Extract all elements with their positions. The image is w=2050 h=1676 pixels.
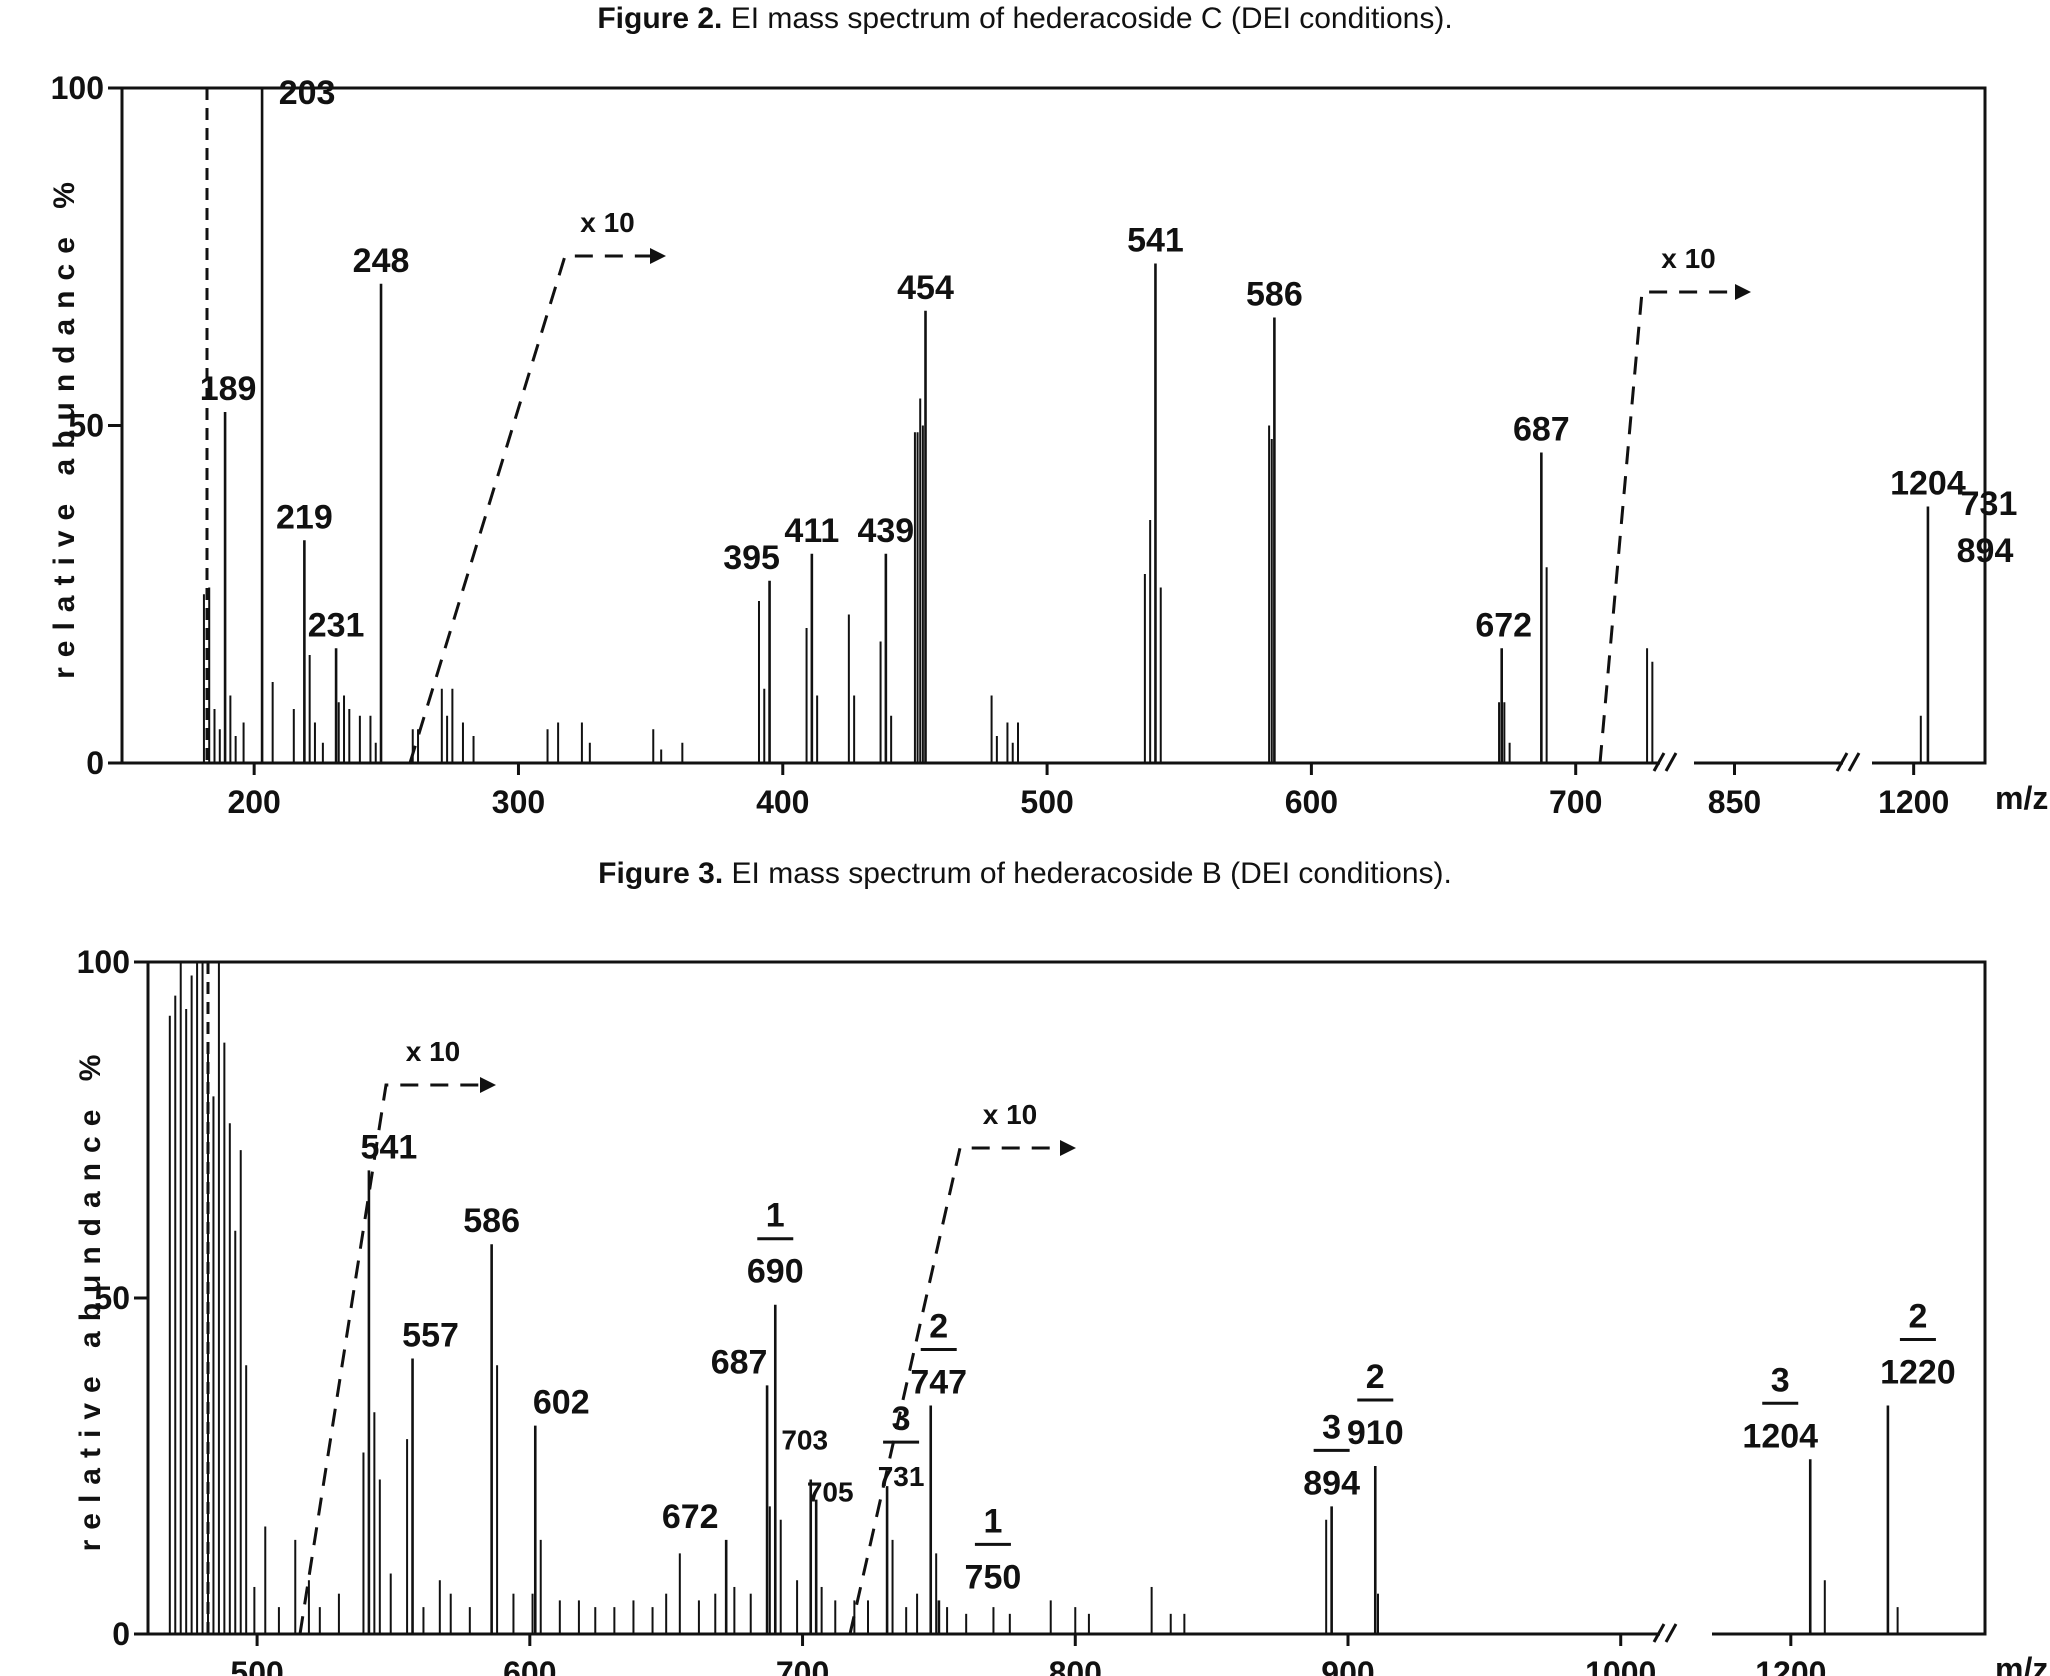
x-axis-tick-label: 500: [1020, 784, 1073, 820]
y-axis-tick-label: 50: [68, 408, 104, 444]
axis-break-mark: [1664, 752, 1678, 772]
axis-break-mark: [1835, 752, 1849, 772]
peak-group-number: 3: [892, 1400, 911, 1438]
arrow-head-icon: [650, 248, 666, 264]
peak-label: 586: [1246, 276, 1303, 314]
peak-label: 687: [711, 1343, 768, 1381]
x-axis-tick-label: 600: [1285, 784, 1338, 820]
peak-group-number: 2: [929, 1308, 948, 1346]
figure-3-title: Figure 3. EI mass spectrum of hederacosi…: [0, 857, 2050, 891]
y-axis-tick-label: 0: [112, 1616, 130, 1652]
x-axis-tick-label: 900: [1321, 1655, 1374, 1676]
peak-label: 231: [308, 606, 365, 644]
magnification-line: [298, 1083, 480, 1635]
y-axis-label: relative abundance %: [74, 1045, 107, 1552]
figure-2-caption: EI mass spectrum of hederacoside C (DEI …: [722, 2, 1453, 35]
figure-3-label: Figure 3.: [598, 857, 724, 890]
peak-label: 602: [533, 1384, 590, 1422]
peak-group-number: 2: [1366, 1358, 1385, 1396]
x-axis-label: m/z: [1995, 780, 2048, 816]
magnification-line: [1598, 290, 1735, 764]
x-axis-tick-label: 1200: [1755, 1655, 1826, 1676]
peak-label: 747: [910, 1364, 967, 1402]
peak-label: 248: [353, 242, 410, 280]
axis-break-mark: [1652, 752, 1666, 772]
x-axis-tick-label: 1000: [1585, 1655, 1656, 1676]
axis-break-mark: [1652, 1623, 1666, 1643]
peak-label: 439: [857, 512, 914, 550]
peak-label: 731: [1961, 485, 2018, 523]
peak-label: 557: [402, 1316, 459, 1354]
peak-label: 894: [1957, 532, 2014, 570]
y-axis-label: relative abundance %: [48, 172, 81, 679]
peak-label: 411: [784, 512, 839, 550]
y-axis-tick-label: 100: [51, 70, 104, 106]
x-axis-tick-label: 300: [492, 784, 545, 820]
arrow-head-icon: [1735, 284, 1751, 300]
peak-group-number: 2: [1908, 1298, 1927, 1336]
peak-label: 703: [781, 1424, 828, 1455]
peak-label: 1204: [1742, 1417, 1818, 1455]
peak-label: 1220: [1880, 1354, 1956, 1392]
peak-label: 203: [279, 74, 336, 112]
y-axis-tick-label: 0: [86, 745, 104, 781]
x-axis-tick-label: 850: [1708, 784, 1761, 820]
magnification-label: x 10: [406, 1036, 461, 1067]
peak-group-number: 1: [983, 1502, 1002, 1540]
x-axis-tick-label: 700: [1549, 784, 1602, 820]
peak-group-number: 3: [1322, 1408, 1341, 1446]
figure-2-label: Figure 2.: [597, 2, 723, 35]
peak-label: 189: [200, 370, 257, 408]
x-axis-tick-label: 800: [1049, 1655, 1102, 1676]
x-axis-tick-label: 700: [776, 1655, 829, 1676]
figure-2-spectrum-chart: 0 50 100 relative abundance % 200 300 400 500 60…: [48, 70, 2048, 820]
x-axis-label: m/z: [1995, 1651, 2048, 1676]
peak-label: 586: [463, 1202, 520, 1240]
magnification-label: x 10: [1661, 243, 1716, 274]
x-axis-tick-label: 600: [503, 1655, 556, 1676]
magnification-line: [408, 254, 650, 764]
figure-2-title: Figure 2. EI mass spectrum of hederacosi…: [0, 2, 2050, 36]
magnification-line: [848, 1146, 1060, 1635]
peak-label: 1204: [1890, 465, 1966, 503]
x-axis-tick-label: 200: [227, 784, 280, 820]
peak-label: 690: [747, 1253, 804, 1291]
peak-label: 672: [662, 1498, 719, 1536]
magnification-label: x 10: [580, 207, 635, 238]
y-axis-tick-label: 100: [77, 944, 130, 980]
arrow-head-icon: [480, 1077, 496, 1093]
peak-label: 395: [723, 539, 780, 577]
x-axis-tick-label: 500: [230, 1655, 283, 1676]
peak-label: 894: [1303, 1464, 1360, 1502]
figure-3-caption: EI mass spectrum of hederacoside B (DEI …: [723, 857, 1452, 890]
peak-group-number: 3: [1771, 1361, 1790, 1399]
peak-label: 910: [1347, 1414, 1404, 1452]
peak-label: 219: [276, 498, 333, 536]
x-axis-tick-label: 1200: [1878, 784, 1949, 820]
axis-break-mark: [1664, 1623, 1678, 1643]
peak-label: 541: [361, 1128, 418, 1166]
peak-label: 454: [897, 269, 954, 307]
peak-label: 541: [1127, 222, 1184, 260]
magnification-label: x 10: [983, 1099, 1038, 1130]
x-axis-tick-label: 400: [756, 784, 809, 820]
peak-group-number: 1: [766, 1197, 785, 1235]
y-axis-tick-label: 50: [94, 1280, 130, 1316]
axis-break-mark: [1847, 752, 1861, 772]
peak-label: 750: [965, 1558, 1022, 1596]
peak-label: 672: [1475, 606, 1532, 644]
peak-label: 687: [1513, 411, 1570, 449]
arrow-head-icon: [1060, 1140, 1076, 1156]
peak-label: 705: [807, 1477, 854, 1508]
